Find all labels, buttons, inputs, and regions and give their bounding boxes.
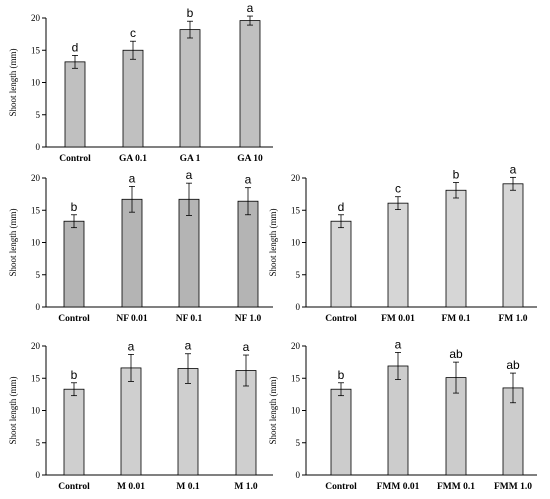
category-label: Control [325, 314, 357, 324]
bar [179, 29, 201, 148]
y-tick-label: 10 [291, 406, 301, 416]
significance-label: b [71, 368, 78, 382]
y-tick-label: 5 [36, 110, 41, 120]
y-tick-label: 5 [296, 270, 301, 280]
significance-label: ab [449, 347, 463, 361]
y-tick-label: 0 [296, 302, 301, 312]
category-label: Control [325, 482, 357, 492]
bar [122, 49, 144, 148]
category-label: GA 10 [237, 154, 263, 164]
significance-label: a [129, 171, 136, 185]
category-label: Control [58, 482, 90, 492]
y-axis-label: Shoot length (mm) [8, 377, 18, 445]
bar [330, 388, 352, 476]
significance-label: a [243, 340, 250, 354]
chart-panel-4: 0 5 10 15 20 Shoot length (mm) b Control a M 0.01… [8, 339, 273, 492]
y-tick-label: 5 [36, 438, 41, 448]
category-label: NF 1.0 [235, 314, 262, 324]
y-tick-label: 0 [36, 302, 41, 312]
significance-label: c [130, 26, 136, 40]
bar [387, 202, 409, 308]
bar [502, 183, 524, 308]
significance-label: ab [506, 358, 520, 372]
category-label: NF 0.01 [116, 314, 148, 324]
category-label: GA 0.1 [119, 154, 147, 164]
significance-label: d [338, 200, 345, 214]
category-label: FM 1.0 [498, 314, 527, 324]
significance-label: b [71, 200, 78, 214]
chart-panel-3: 0 5 10 15 20 Shoot length (mm) d Control c FM 0.0… [268, 162, 537, 324]
y-tick-label: 0 [36, 470, 41, 480]
significance-label: b [338, 368, 345, 382]
bar [120, 367, 142, 476]
category-label: NF 0.1 [176, 314, 203, 324]
significance-label: a [247, 1, 254, 15]
category-label: M 0.1 [176, 482, 199, 492]
category-label: FM 0.01 [381, 314, 415, 324]
bar [121, 198, 143, 308]
y-tick-label: 20 [291, 341, 301, 351]
y-tick-label: 20 [31, 173, 41, 183]
y-tick-label: 15 [31, 205, 41, 215]
significance-label: a [185, 339, 192, 353]
y-tick-label: 10 [31, 78, 41, 88]
y-tick-label: 10 [291, 238, 301, 248]
category-label: Control [59, 154, 91, 164]
bar [239, 20, 261, 148]
chart-panel-5: 0 5 10 15 20 Shoot length (mm) b Control a FMM 0.… [268, 337, 537, 492]
bar [177, 368, 199, 476]
category-label: FM 0.1 [441, 314, 470, 324]
y-tick-label: 20 [31, 341, 41, 351]
bar [445, 189, 467, 308]
category-label: FMM 1.0 [494, 482, 532, 492]
significance-label: d [72, 40, 79, 54]
bar [237, 200, 259, 308]
y-tick-label: 10 [31, 406, 41, 416]
category-label: M 0.01 [117, 482, 145, 492]
significance-label: a [395, 337, 402, 351]
chart-panel-1: 0 5 10 15 20 Shoot length (mm) d Control c GA 0.1… [8, 1, 273, 164]
y-tick-label: 0 [36, 142, 41, 152]
y-tick-label: 10 [31, 238, 41, 248]
y-tick-label: 15 [31, 373, 41, 383]
category-label: Control [58, 314, 90, 324]
category-label: M 1.0 [234, 482, 257, 492]
bar [63, 388, 85, 476]
significance-label: a [128, 339, 135, 353]
category-label: GA 1 [180, 154, 201, 164]
bar [63, 220, 85, 308]
bar [64, 61, 86, 148]
category-label: FMM 0.1 [437, 482, 475, 492]
y-tick-label: 5 [296, 438, 301, 448]
significance-label: a [186, 168, 193, 182]
significance-label: b [187, 6, 194, 20]
y-tick-label: 20 [31, 13, 41, 23]
y-tick-label: 5 [36, 270, 41, 280]
bar [387, 365, 409, 476]
y-axis-label: Shoot length (mm) [268, 377, 278, 445]
y-tick-label: 15 [31, 45, 41, 55]
y-tick-label: 0 [296, 470, 301, 480]
y-axis-label: Shoot length (mm) [268, 209, 278, 277]
chart-panel-2: 0 5 10 15 20 Shoot length (mm) b Control a NF 0.0… [8, 168, 273, 324]
bar [330, 220, 352, 308]
y-tick-label: 15 [291, 205, 301, 215]
significance-label: a [510, 162, 517, 176]
significance-label: b [453, 168, 460, 182]
y-axis-label: Shoot length (mm) [8, 49, 18, 117]
y-tick-label: 20 [291, 173, 301, 183]
significance-label: a [245, 173, 252, 187]
significance-label: c [395, 182, 401, 196]
category-label: FMM 0.01 [377, 482, 420, 492]
y-tick-label: 15 [291, 373, 301, 383]
y-axis-label: Shoot length (mm) [8, 209, 18, 277]
